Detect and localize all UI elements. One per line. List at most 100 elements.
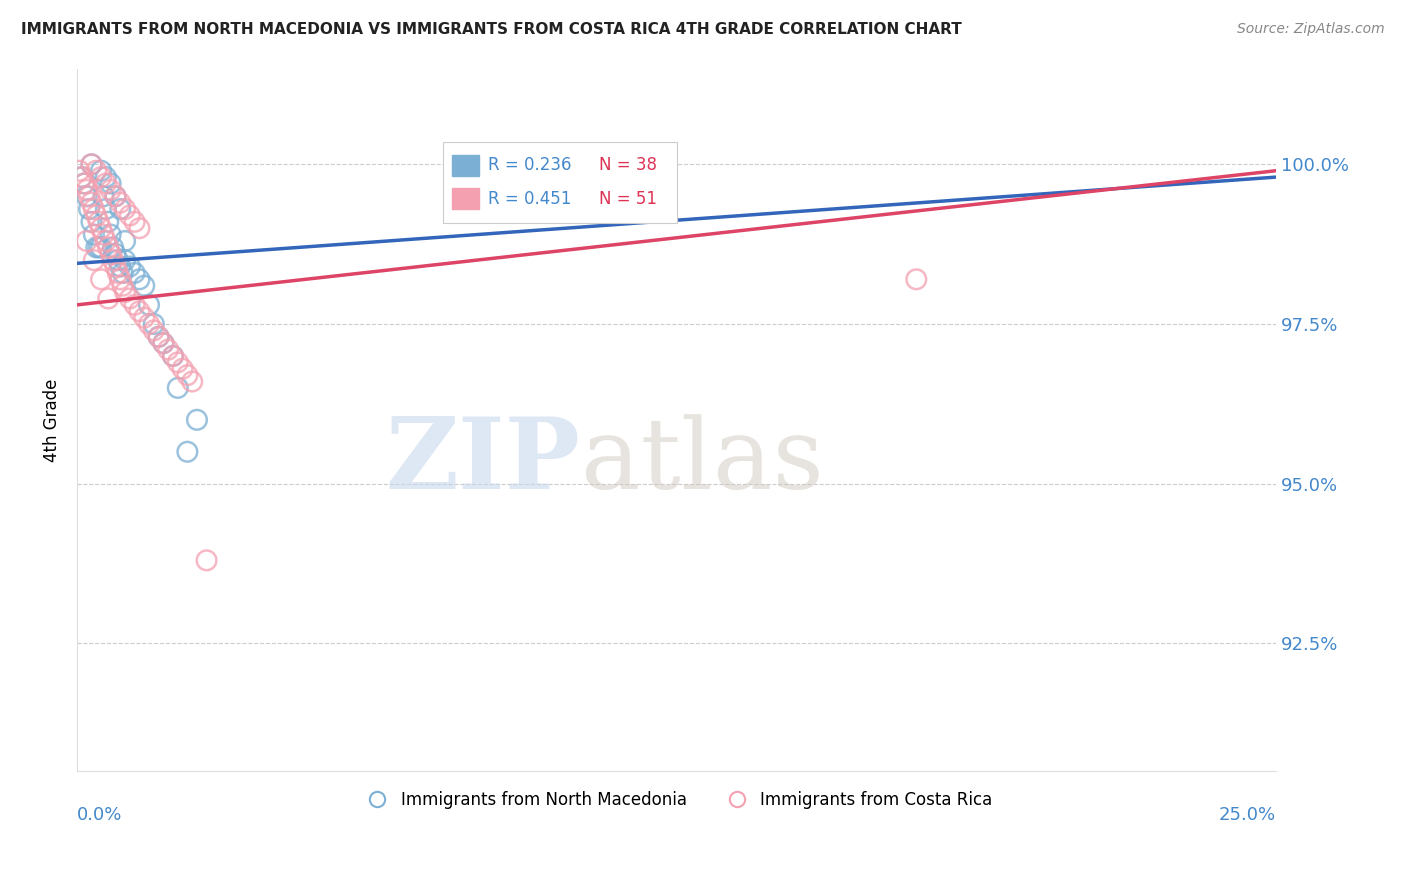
- Text: 25.0%: 25.0%: [1219, 806, 1277, 824]
- Point: [134, 278, 156, 293]
- Point: [142, 317, 165, 331]
- Point: [104, 260, 127, 274]
- Point: [80, 215, 103, 229]
- Point: [69, 163, 91, 178]
- Point: [104, 246, 127, 260]
- Point: [90, 240, 112, 254]
- Point: [76, 189, 98, 203]
- Point: [84, 209, 107, 223]
- Point: [124, 215, 146, 229]
- Bar: [453, 188, 478, 209]
- Point: [87, 215, 110, 229]
- Text: Source: ZipAtlas.com: Source: ZipAtlas.com: [1237, 22, 1385, 37]
- Point: [124, 266, 146, 280]
- Point: [90, 272, 112, 286]
- Point: [110, 272, 132, 286]
- Point: [80, 157, 103, 171]
- Point: [111, 266, 134, 280]
- Point: [76, 183, 98, 197]
- Point: [181, 375, 204, 389]
- Point: [195, 553, 218, 567]
- Text: IMMIGRANTS FROM NORTH MACEDONIA VS IMMIGRANTS FROM COSTA RICA 4TH GRADE CORRELAT: IMMIGRANTS FROM NORTH MACEDONIA VS IMMIG…: [21, 22, 962, 37]
- Point: [87, 240, 110, 254]
- Point: [100, 183, 122, 197]
- Point: [90, 163, 112, 178]
- Point: [162, 349, 184, 363]
- Point: [77, 202, 100, 216]
- Point: [70, 170, 93, 185]
- Point: [118, 209, 141, 223]
- Text: atlas: atlas: [581, 414, 824, 510]
- Point: [84, 163, 107, 178]
- Text: N = 51: N = 51: [599, 189, 657, 208]
- Point: [70, 170, 93, 185]
- Point: [114, 285, 136, 299]
- Point: [94, 202, 117, 216]
- Text: N = 38: N = 38: [599, 156, 657, 175]
- Point: [77, 189, 100, 203]
- Point: [118, 260, 141, 274]
- Text: ZIP: ZIP: [385, 414, 581, 510]
- Point: [124, 298, 146, 312]
- Point: [162, 349, 184, 363]
- Point: [80, 157, 103, 171]
- Point: [152, 336, 174, 351]
- Point: [172, 361, 194, 376]
- Point: [100, 177, 122, 191]
- Point: [94, 170, 117, 185]
- Text: R = 0.451: R = 0.451: [488, 189, 572, 208]
- Point: [128, 304, 150, 318]
- Point: [94, 177, 117, 191]
- Point: [176, 368, 198, 383]
- Text: 0.0%: 0.0%: [77, 806, 122, 824]
- Point: [100, 246, 122, 260]
- Point: [114, 202, 136, 216]
- Point: [76, 234, 98, 248]
- Point: [83, 227, 105, 242]
- Point: [90, 221, 112, 235]
- Point: [104, 189, 127, 203]
- Point: [94, 234, 117, 248]
- Point: [152, 336, 174, 351]
- Point: [107, 266, 129, 280]
- Point: [80, 195, 103, 210]
- Point: [101, 253, 124, 268]
- Point: [97, 240, 120, 254]
- Point: [97, 292, 120, 306]
- Point: [97, 215, 120, 229]
- Point: [128, 272, 150, 286]
- Point: [110, 202, 132, 216]
- Bar: [453, 155, 478, 176]
- FancyBboxPatch shape: [443, 143, 676, 223]
- Point: [93, 189, 115, 203]
- Point: [84, 240, 107, 254]
- Point: [134, 310, 156, 325]
- Text: R = 0.236: R = 0.236: [488, 156, 572, 175]
- Point: [176, 444, 198, 458]
- Point: [148, 330, 170, 344]
- Point: [100, 227, 122, 242]
- Point: [101, 240, 124, 254]
- Point: [104, 189, 127, 203]
- Point: [128, 221, 150, 235]
- Point: [138, 317, 160, 331]
- Point: [83, 202, 105, 216]
- Point: [114, 253, 136, 268]
- Point: [118, 292, 141, 306]
- Point: [142, 323, 165, 337]
- Point: [905, 272, 928, 286]
- Point: [114, 234, 136, 248]
- Legend: Immigrants from North Macedonia, Immigrants from Costa Rica: Immigrants from North Macedonia, Immigra…: [354, 784, 1000, 815]
- Point: [157, 343, 180, 357]
- Y-axis label: 4th Grade: 4th Grade: [44, 378, 60, 461]
- Point: [107, 253, 129, 268]
- Point: [73, 177, 96, 191]
- Point: [73, 177, 96, 191]
- Point: [110, 260, 132, 274]
- Point: [138, 298, 160, 312]
- Point: [166, 381, 188, 395]
- Point: [166, 355, 188, 369]
- Point: [83, 253, 105, 268]
- Point: [111, 278, 134, 293]
- Point: [93, 227, 115, 242]
